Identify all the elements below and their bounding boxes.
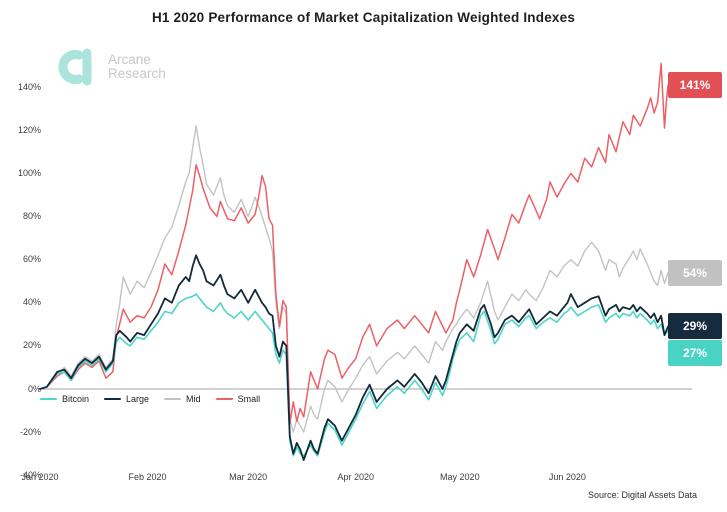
y-tick-label: 0%: [27, 383, 41, 394]
legend-item-large: Large: [104, 394, 149, 404]
arcane-research-logo: Arcane Research: [54, 46, 166, 88]
legend-swatch: [104, 398, 122, 400]
x-tick-label: Jun 2020: [548, 472, 586, 482]
x-tick-label: Apr 2020: [337, 472, 374, 482]
chart-title: H1 2020 Performance of Market Capitaliza…: [151, 10, 576, 25]
x-tick-label: May 2020: [440, 472, 480, 482]
series-line-small: [39, 62, 669, 425]
end-label-mid: 54%: [668, 259, 722, 286]
end-label-bitcoin: 27%: [668, 340, 722, 367]
arcane-logo-text: Arcane Research: [108, 51, 166, 82]
end-label-small: 141%: [668, 72, 722, 98]
y-tick-label: 140%: [17, 81, 41, 92]
legend-swatch: [215, 398, 233, 400]
legend-item-small: Small: [215, 394, 261, 404]
y-tick-label: -40%: [19, 469, 41, 480]
y-tick-label: 40%: [22, 297, 41, 308]
arcane-logo-icon: [58, 48, 92, 86]
legend-item-mid: Mid: [164, 394, 201, 404]
series-line-large: [39, 254, 669, 462]
logo-line1: Arcane: [108, 51, 151, 67]
source-attribution: Source: Digital Assets Data: [587, 490, 697, 500]
y-tick-label: 20%: [22, 340, 41, 351]
series-line-bitcoin: [39, 293, 669, 457]
x-tick-label: Mar 2020: [229, 472, 268, 482]
y-tick-label: -20%: [19, 426, 41, 437]
legend-label: Small: [237, 394, 261, 404]
legend-swatch: [40, 398, 57, 400]
legend-item-bitcoin: Bitcoin: [40, 394, 89, 404]
y-tick-label: 80%: [22, 211, 41, 222]
chart-legend: Bitcoin Large Mid Small: [40, 394, 275, 404]
series-line-mid: [39, 125, 669, 433]
legend-label: Large: [126, 394, 150, 404]
y-tick-label: 60%: [22, 254, 41, 265]
y-tick-label: 120%: [17, 124, 41, 135]
x-tick-label: Feb 2020: [128, 472, 167, 482]
x-tick-label: Jan 2020: [21, 472, 59, 482]
legend-swatch: [164, 398, 182, 400]
y-tick-label: 100%: [17, 167, 41, 178]
legend-label: Mid: [186, 394, 201, 404]
logo-line2: Research: [108, 66, 166, 81]
legend-label: Bitcoin: [62, 394, 90, 404]
end-label-large: 29%: [668, 313, 722, 340]
